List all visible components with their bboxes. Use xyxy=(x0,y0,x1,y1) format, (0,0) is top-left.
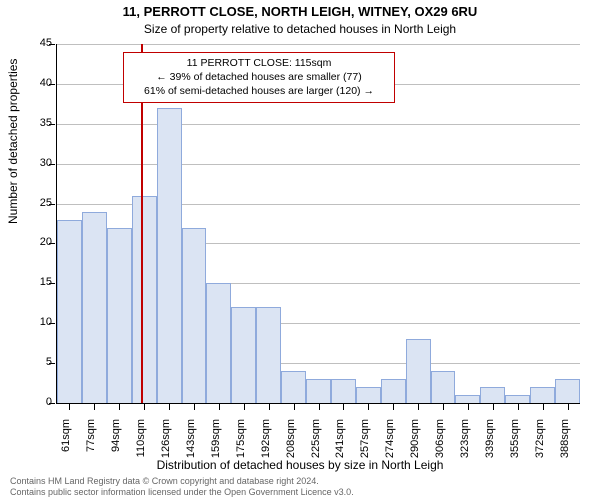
y-tick-label: 20 xyxy=(40,236,52,248)
gridline xyxy=(57,164,580,165)
histogram-bar xyxy=(530,387,555,403)
x-tick xyxy=(319,404,320,410)
annotation-line: 61% of semi-detached houses are larger (… xyxy=(130,84,388,98)
histogram-bar xyxy=(132,196,157,403)
histogram-bar xyxy=(455,395,480,403)
x-tick xyxy=(119,404,120,410)
histogram-bar xyxy=(256,307,281,403)
x-tick xyxy=(343,404,344,410)
histogram-bar xyxy=(406,339,431,403)
x-tick xyxy=(493,404,494,410)
histogram-bar xyxy=(281,371,306,403)
x-tick xyxy=(144,404,145,410)
x-axis-label: Distribution of detached houses by size … xyxy=(0,458,600,472)
histogram-bar xyxy=(356,387,381,403)
x-tick xyxy=(393,404,394,410)
gridline xyxy=(57,44,580,45)
x-tick xyxy=(194,404,195,410)
x-tick xyxy=(368,404,369,410)
x-tick xyxy=(568,404,569,410)
annotation-line: ← 39% of detached houses are smaller (77… xyxy=(130,70,388,84)
chart-footer: Contains HM Land Registry data © Crown c… xyxy=(10,476,354,498)
x-tick xyxy=(244,404,245,410)
histogram-bar xyxy=(57,220,82,403)
footer-line-2: Contains public sector information licen… xyxy=(10,487,354,498)
x-tick xyxy=(468,404,469,410)
x-tick xyxy=(418,404,419,410)
histogram-bar xyxy=(182,228,207,404)
y-tick-label: 10 xyxy=(40,316,52,328)
histogram-bar xyxy=(107,228,132,404)
x-tick xyxy=(169,404,170,410)
x-tick xyxy=(94,404,95,410)
annotation-box: 11 PERROTT CLOSE: 115sqm← 39% of detache… xyxy=(123,52,395,103)
x-tick xyxy=(219,404,220,410)
histogram-bar xyxy=(505,395,530,403)
histogram-bar xyxy=(206,283,231,403)
y-axis-label: Number of detached properties xyxy=(6,59,20,224)
y-tick-label: 40 xyxy=(40,77,52,89)
x-tick xyxy=(294,404,295,410)
x-tick xyxy=(269,404,270,410)
x-tick xyxy=(69,404,70,410)
y-tick-label: 30 xyxy=(40,157,52,169)
y-tick-label: 35 xyxy=(40,117,52,129)
y-tick-label: 25 xyxy=(40,197,52,209)
histogram-bar xyxy=(381,379,406,403)
chart-title-sub: Size of property relative to detached ho… xyxy=(0,22,600,36)
y-tick-label: 0 xyxy=(46,396,52,408)
y-tick-label: 5 xyxy=(46,356,52,368)
y-tick-label: 45 xyxy=(40,37,52,49)
x-tick xyxy=(543,404,544,410)
histogram-bar xyxy=(480,387,505,403)
footer-line-1: Contains HM Land Registry data © Crown c… xyxy=(10,476,354,487)
histogram-bar xyxy=(555,379,580,403)
x-tick xyxy=(518,404,519,410)
chart-title-main: 11, PERROTT CLOSE, NORTH LEIGH, WITNEY, … xyxy=(0,4,600,19)
histogram-bar xyxy=(431,371,456,403)
histogram-bar xyxy=(306,379,331,403)
histogram-bar xyxy=(82,212,107,403)
histogram-bar xyxy=(157,108,182,403)
plot-area: 11 PERROTT CLOSE: 115sqm← 39% of detache… xyxy=(56,44,580,404)
annotation-line: 11 PERROTT CLOSE: 115sqm xyxy=(130,56,388,70)
chart-container: 11, PERROTT CLOSE, NORTH LEIGH, WITNEY, … xyxy=(0,0,600,500)
y-tick-label: 15 xyxy=(40,276,52,288)
x-tick xyxy=(443,404,444,410)
histogram-bar xyxy=(231,307,256,403)
histogram-bar xyxy=(331,379,356,403)
gridline xyxy=(57,124,580,125)
